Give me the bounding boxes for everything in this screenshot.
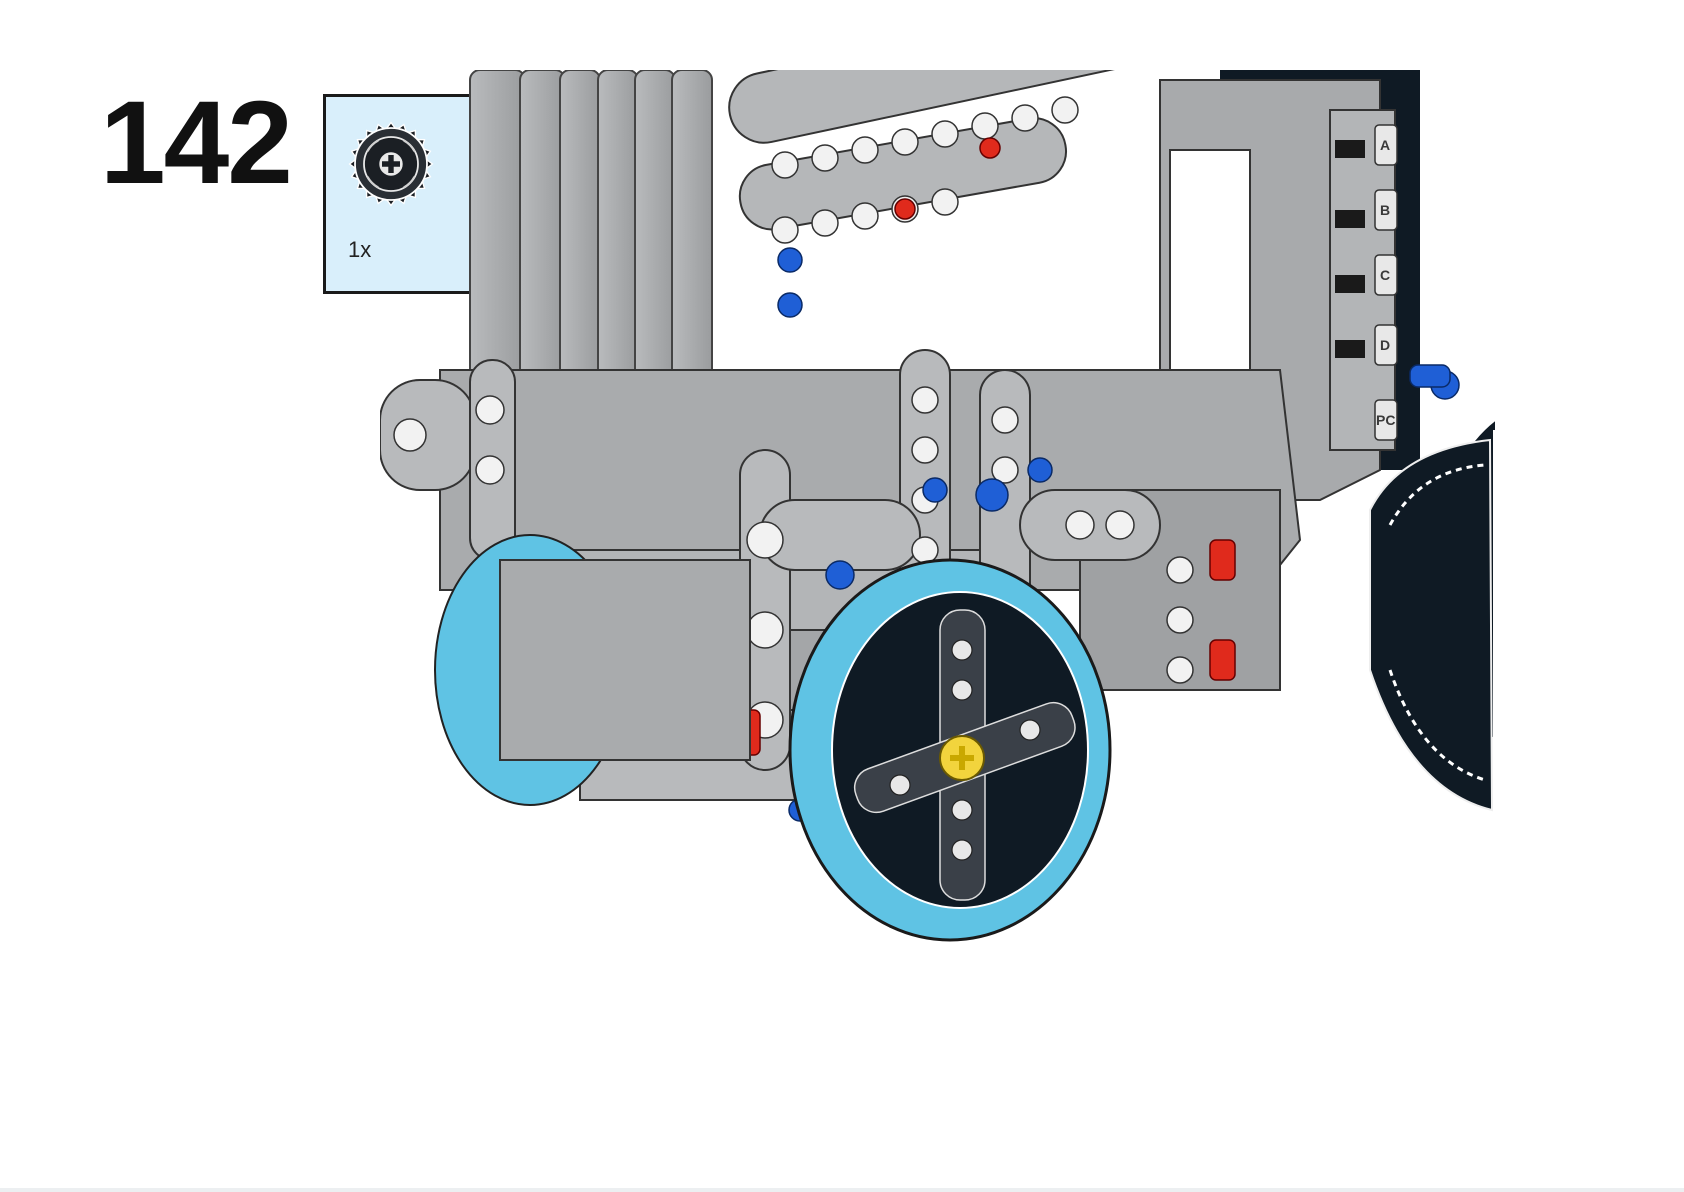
gear-20-tooth-icon: [348, 121, 434, 207]
hub-port-label: A: [1380, 137, 1390, 153]
parts-callout: 1x: [323, 94, 478, 294]
hub-port-label: PC: [1376, 412, 1395, 428]
page-footer-strip: [0, 1188, 1684, 1192]
right-tire-visible: [1369, 438, 1494, 812]
hub-port-label: D: [1380, 337, 1390, 353]
front-wheel: [788, 558, 1112, 942]
step-number: 142: [100, 77, 293, 209]
rear-wheel: [434, 534, 751, 806]
hub-port-label: C: [1380, 267, 1390, 283]
red-pins: [894, 137, 1001, 220]
blue-pin: [1409, 364, 1451, 388]
part-quantity: 1x: [348, 237, 372, 262]
hub-port-label: B: [1380, 202, 1390, 218]
robot-chassis-assembly-icon: A B C D PC: [380, 70, 1640, 942]
